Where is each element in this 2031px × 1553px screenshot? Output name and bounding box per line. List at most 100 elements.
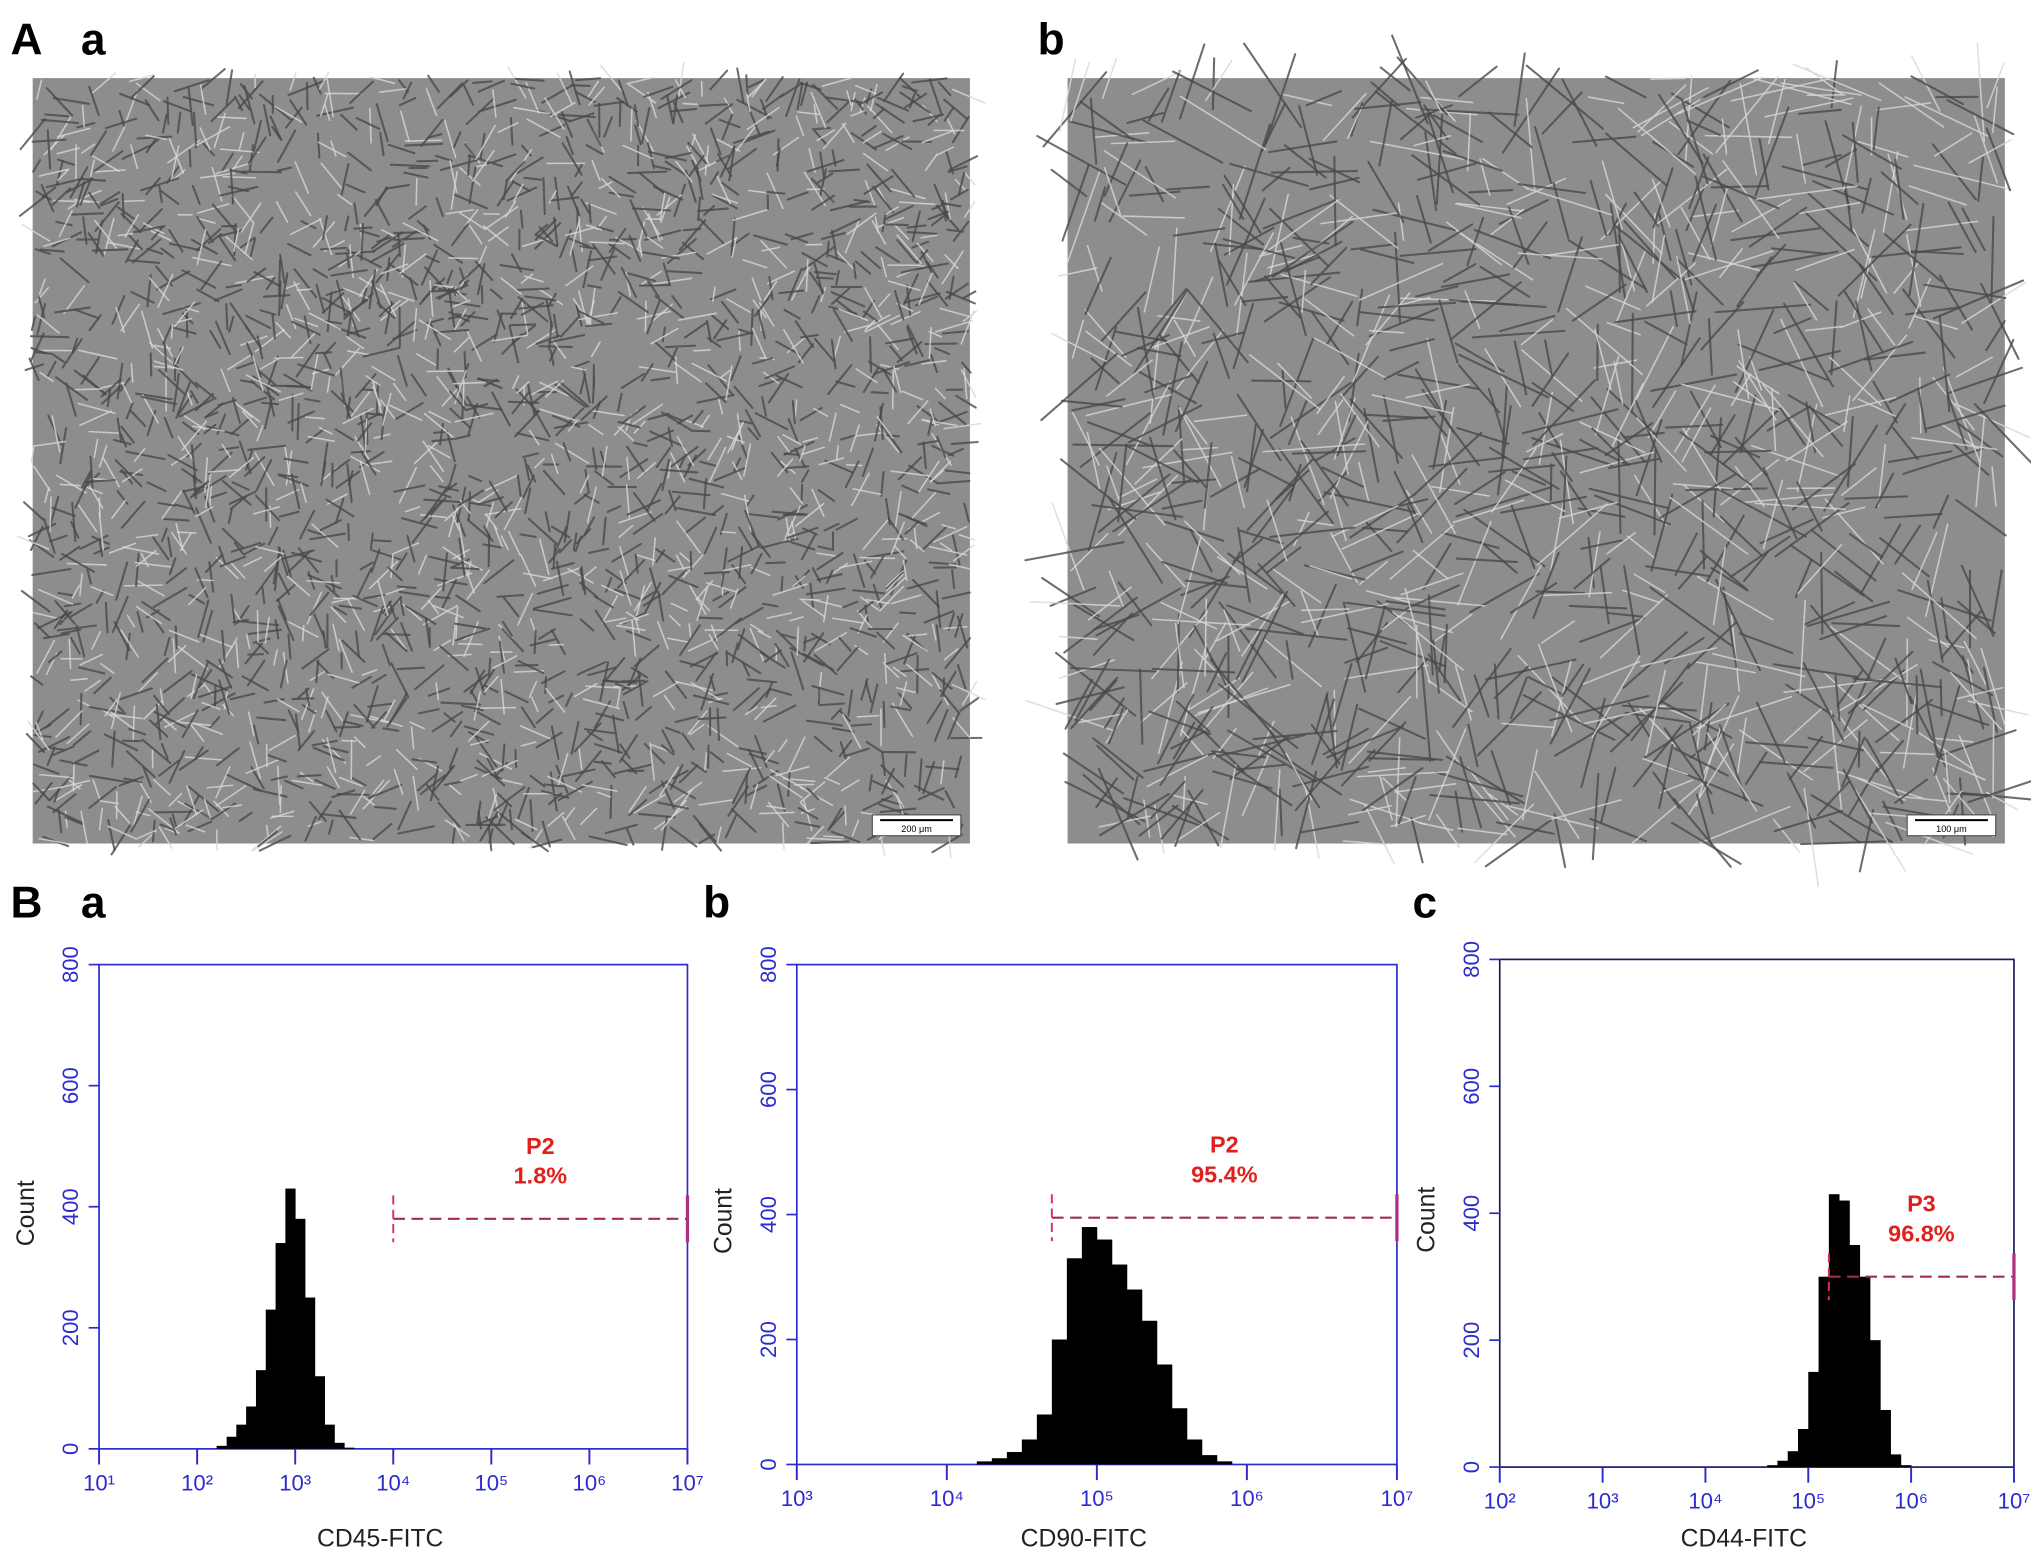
- cell: [1290, 416, 1325, 506]
- cell: [858, 600, 874, 614]
- cell: [233, 95, 244, 112]
- cell: [849, 627, 877, 638]
- cell: [1633, 573, 1666, 594]
- cell: [130, 410, 147, 427]
- cell: [420, 249, 439, 286]
- histogram-bar: [1869, 1340, 1881, 1468]
- cell: [1479, 158, 1491, 196]
- cell: [816, 552, 837, 557]
- cell: [112, 125, 126, 152]
- cell: [244, 324, 263, 350]
- cell: [371, 234, 390, 250]
- cell: [630, 666, 648, 679]
- cell: [393, 484, 426, 493]
- cell: [237, 80, 264, 110]
- histogram-bar: [1081, 1227, 1098, 1465]
- cell: [869, 336, 872, 373]
- cell: [322, 745, 349, 754]
- cell: [941, 524, 957, 530]
- cell: [818, 702, 846, 707]
- cell: [76, 122, 96, 129]
- cell: [225, 69, 234, 106]
- cell: [963, 171, 976, 186]
- cell: [75, 624, 86, 658]
- cell: [89, 130, 108, 157]
- cell: [181, 421, 200, 435]
- cell: [448, 747, 459, 770]
- cell: [131, 238, 162, 264]
- cell: [1973, 115, 1998, 184]
- cell: [199, 172, 236, 179]
- cell: [885, 206, 899, 215]
- cell: [121, 192, 125, 219]
- cell: [738, 526, 754, 551]
- cell: [1803, 601, 1856, 626]
- cell: [1936, 758, 1986, 781]
- cell: [605, 568, 627, 585]
- cell: [1074, 658, 1111, 722]
- cell: [376, 236, 392, 243]
- cell: [852, 553, 866, 589]
- cell: [1069, 666, 1157, 673]
- cell: [17, 535, 50, 550]
- y-tick-label: 800: [1459, 941, 1484, 978]
- cell: [372, 822, 393, 841]
- y-tick-label: 800: [58, 946, 83, 983]
- cell: [633, 793, 666, 814]
- cell: [1479, 265, 1531, 298]
- cell: [1271, 220, 1354, 278]
- cell: [309, 532, 346, 541]
- cell: [92, 779, 101, 801]
- cell: [429, 465, 444, 483]
- cell: [1704, 449, 1772, 454]
- cell: [1946, 99, 2015, 136]
- cell: [787, 417, 799, 442]
- cell: [99, 800, 119, 805]
- cell: [586, 486, 597, 524]
- cell: [1695, 793, 1712, 846]
- cell: [601, 445, 608, 477]
- cell: [796, 82, 804, 111]
- cell: [745, 91, 751, 113]
- cell: [947, 165, 968, 173]
- cell: [956, 663, 967, 690]
- cell: [1321, 466, 1364, 488]
- cell: [1992, 86, 1998, 134]
- cell: [953, 544, 975, 562]
- cell: [218, 545, 226, 565]
- cell: [954, 613, 964, 638]
- cell: [28, 357, 40, 381]
- cell: [1566, 307, 1644, 376]
- cell: [726, 752, 753, 768]
- cell: [1633, 191, 1660, 227]
- cell: [762, 371, 779, 384]
- cell: [427, 599, 440, 615]
- cell: [32, 159, 42, 173]
- cell: [1888, 373, 1951, 404]
- cell: [100, 378, 122, 398]
- cell: [877, 96, 910, 112]
- cell: [508, 530, 522, 557]
- cell: [166, 96, 170, 125]
- cell: [514, 818, 538, 831]
- cell: [1464, 290, 1481, 330]
- cell: [810, 840, 850, 845]
- cell: [849, 424, 860, 453]
- cell: [1852, 227, 1888, 294]
- cell: [291, 779, 323, 787]
- cell: [177, 317, 193, 323]
- histogram-bar: [1767, 1465, 1778, 1468]
- cell: [247, 711, 255, 737]
- cell: [477, 377, 503, 390]
- cell: [1707, 318, 1713, 376]
- cell: [496, 309, 506, 330]
- cell: [681, 241, 705, 261]
- cell: [1753, 77, 1852, 105]
- cell: [1340, 703, 1359, 772]
- cell: [1604, 75, 1647, 99]
- cell: [687, 154, 705, 179]
- cell: [1734, 465, 1765, 508]
- cell: [516, 381, 530, 394]
- cell: [1427, 594, 1434, 676]
- cell: [473, 709, 501, 726]
